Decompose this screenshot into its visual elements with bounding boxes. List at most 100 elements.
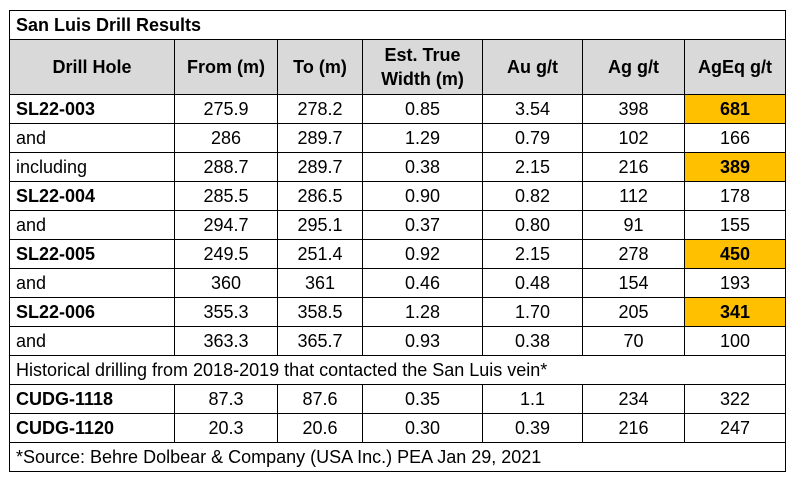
cell-to: 289.7 [277, 152, 363, 182]
footnote: *Source: Behre Dolbear & Company (USA In… [8, 442, 787, 472]
header-from: From (m) [174, 39, 278, 95]
cell-width: 1.28 [362, 297, 483, 327]
cell-au: 2.15 [482, 239, 583, 269]
table-row: and 360 361 0.46 0.48 154 193 [9, 268, 787, 298]
cell-au: 0.48 [482, 268, 583, 298]
cell-au: 3.54 [482, 94, 583, 124]
cell-width: 0.90 [362, 181, 483, 211]
cell-width: 0.46 [362, 268, 483, 298]
cell-from: 288.7 [174, 152, 278, 182]
table-row: CUDG-1120 20.3 20.6 0.30 0.39 216 247 [9, 413, 787, 443]
drill-results-table: San Luis Drill Results Drill Hole From (… [8, 10, 787, 472]
cell-au: 0.38 [482, 326, 583, 356]
cell-from: 275.9 [174, 94, 278, 124]
header-au: Au g/t [482, 39, 583, 95]
cell-hole: and [9, 123, 175, 153]
cell-ageq: 322 [683, 384, 787, 414]
cell-au: 1.1 [482, 384, 583, 414]
cell-ageq: 166 [683, 123, 787, 153]
cell-hole: SL22-005 [9, 239, 175, 269]
cell-ageq: 178 [683, 181, 787, 211]
cell-from: 20.3 [174, 413, 278, 443]
cell-width: 0.37 [362, 210, 483, 240]
cell-hole: and [9, 210, 175, 240]
cell-from: 355.3 [174, 297, 278, 327]
table-row: SL22-005 249.5 251.4 0.92 2.15 278 450 [9, 239, 787, 269]
cell-hole: including [9, 152, 175, 182]
cell-hole: and [9, 268, 175, 298]
cell-to: 20.6 [277, 413, 363, 443]
cell-width: 0.35 [362, 384, 483, 414]
cell-hole: SL22-003 [9, 94, 175, 124]
cell-au: 0.79 [482, 123, 583, 153]
cell-ag: 216 [582, 152, 685, 182]
cell-ag: 278 [582, 239, 685, 269]
cell-ag: 205 [582, 297, 685, 327]
cell-ag: 91 [582, 210, 685, 240]
cell-to: 289.7 [277, 123, 363, 153]
table-row: SL22-003 275.9 278.2 0.85 3.54 398 681 [9, 94, 787, 124]
table-row: including 288.7 289.7 0.38 2.15 216 389 [9, 152, 787, 182]
cell-width: 1.29 [362, 123, 483, 153]
header-to: To (m) [277, 39, 363, 95]
cell-ageq-highlight: 681 [683, 94, 787, 124]
historical-note: Historical drilling from 2018-2019 that … [8, 355, 787, 385]
cell-width: 0.30 [362, 413, 483, 443]
footnote-row: *Source: Behre Dolbear & Company (USA In… [8, 442, 787, 472]
cell-au: 0.82 [482, 181, 583, 211]
cell-hole: CUDG-1120 [9, 413, 175, 443]
table-row: SL22-004 285.5 286.5 0.90 0.82 112 178 [9, 181, 787, 211]
cell-ageq: 100 [683, 326, 787, 356]
cell-ageq-highlight: 450 [683, 239, 787, 269]
cell-to: 251.4 [277, 239, 363, 269]
header-drill-hole: Drill Hole [9, 39, 175, 95]
cell-ageq-highlight: 389 [683, 152, 787, 182]
cell-from: 249.5 [174, 239, 278, 269]
cell-ag: 102 [582, 123, 685, 153]
cell-to: 286.5 [277, 181, 363, 211]
cell-ageq: 193 [683, 268, 787, 298]
cell-ag: 112 [582, 181, 685, 211]
cell-hole: SL22-004 [9, 181, 175, 211]
table-title: San Luis Drill Results [8, 10, 787, 40]
header-width: Est. True Width (m) [362, 39, 483, 95]
cell-ag: 154 [582, 268, 685, 298]
cell-hole: SL22-006 [9, 297, 175, 327]
table-row: SL22-006 355.3 358.5 1.28 1.70 205 341 [9, 297, 787, 327]
cell-ageq-highlight: 341 [683, 297, 787, 327]
cell-to: 361 [277, 268, 363, 298]
cell-hole: and [9, 326, 175, 356]
header-row: Drill Hole From (m) To (m) Est. True Wid… [9, 39, 787, 95]
table-row: and 286 289.7 1.29 0.79 102 166 [9, 123, 787, 153]
cell-from: 285.5 [174, 181, 278, 211]
cell-width: 0.85 [362, 94, 483, 124]
cell-au: 0.80 [482, 210, 583, 240]
cell-from: 286 [174, 123, 278, 153]
cell-from: 294.7 [174, 210, 278, 240]
cell-ag: 216 [582, 413, 685, 443]
cell-ageq: 155 [683, 210, 787, 240]
cell-to: 278.2 [277, 94, 363, 124]
cell-au: 2.15 [482, 152, 583, 182]
cell-to: 365.7 [277, 326, 363, 356]
header-ageq: AgEq g/t [683, 39, 787, 95]
table-row: and 363.3 365.7 0.93 0.38 70 100 [9, 326, 787, 356]
cell-to: 87.6 [277, 384, 363, 414]
table-row: CUDG-1118 87.3 87.6 0.35 1.1 234 322 [9, 384, 787, 414]
header-ag: Ag g/t [582, 39, 685, 95]
cell-from: 360 [174, 268, 278, 298]
cell-au: 0.39 [482, 413, 583, 443]
cell-to: 358.5 [277, 297, 363, 327]
cell-width: 0.38 [362, 152, 483, 182]
cell-ag: 70 [582, 326, 685, 356]
title-row: San Luis Drill Results [8, 10, 787, 40]
historical-note-row: Historical drilling from 2018-2019 that … [8, 355, 787, 385]
cell-from: 87.3 [174, 384, 278, 414]
cell-ageq: 247 [683, 413, 787, 443]
cell-from: 363.3 [174, 326, 278, 356]
cell-ag: 398 [582, 94, 685, 124]
cell-width: 0.93 [362, 326, 483, 356]
cell-width: 0.92 [362, 239, 483, 269]
cell-to: 295.1 [277, 210, 363, 240]
cell-hole: CUDG-1118 [9, 384, 175, 414]
